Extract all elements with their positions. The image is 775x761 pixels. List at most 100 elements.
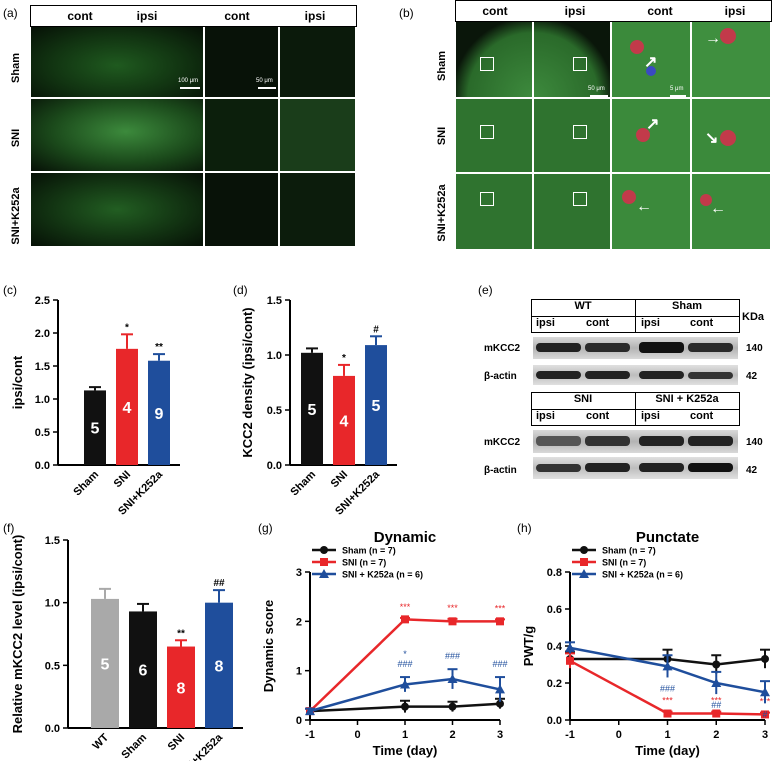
significance-mark: * <box>403 649 407 659</box>
wb-lane-label: cont <box>586 410 610 422</box>
legend-label: Sham (n = 7) <box>602 546 656 556</box>
significance-mark: ** <box>155 342 163 353</box>
bar <box>333 375 355 465</box>
panel-label-d: (d) <box>233 283 248 297</box>
y-tick-label: 2.5 <box>35 295 50 307</box>
panel-b-header-cont-2: cont <box>647 4 673 18</box>
roi-box <box>573 125 587 139</box>
micrograph-b-sham-cont-zoom <box>612 22 690 97</box>
panel-label-c: (c) <box>3 283 17 297</box>
y-tick-label: 0.0 <box>547 715 562 727</box>
x-tick-label: 0 <box>616 729 622 741</box>
roi-box <box>573 192 587 206</box>
wb-band-actin: β-actin <box>484 465 517 476</box>
bar <box>148 360 170 465</box>
panel-b-header-box <box>455 0 772 22</box>
n-label: 5 <box>308 402 317 419</box>
micrograph-b-sni-cont-zoom <box>612 99 690 172</box>
bar <box>91 598 119 728</box>
x-tick-label: 0 <box>354 729 360 741</box>
bar <box>116 348 138 465</box>
x-axis-label: Time (day) <box>635 743 700 758</box>
scale-bar-a-high-label: 50 μm <box>256 78 273 84</box>
significance-mark: ### <box>445 651 460 661</box>
cell-marker <box>720 130 736 146</box>
panel-a-row-sham: Sham <box>10 53 22 83</box>
n-label: 4 <box>340 413 349 430</box>
y-tick-label: 2.0 <box>35 328 50 340</box>
arrow-icon: ← <box>636 198 652 215</box>
y-tick-label: 0.4 <box>547 641 563 653</box>
n-label: 8 <box>177 680 186 697</box>
panel-a-row-k252a: SNI+K252a <box>10 187 22 245</box>
wb-lane-label: ipsi <box>641 410 660 422</box>
x-axis-label: Time (day) <box>373 743 438 758</box>
wb-lane-label: cont <box>690 317 714 329</box>
micrograph-b-k252a-ipsi <box>534 174 610 249</box>
wb-group-k252a: SNI + K252a <box>655 393 719 405</box>
data-point <box>496 617 504 626</box>
significance-mark: *** <box>495 603 506 613</box>
category-label: SNI+K252a <box>176 731 226 761</box>
x-tick-label: 3 <box>762 729 768 741</box>
series-line <box>570 657 766 666</box>
wb-lane-label: cont <box>690 410 714 422</box>
wb-kda-42: 42 <box>746 371 758 382</box>
y-axis-label: KCC2 density (ipsi/cont) <box>240 307 255 457</box>
panel-a-header-ipsi: ipsi <box>136 9 158 23</box>
panel-b-header-ipsi: ipsi <box>564 4 586 18</box>
significance-mark: ## <box>711 700 721 710</box>
wb-kda-140: 140 <box>746 437 763 448</box>
legend-label: Sham (n = 7) <box>342 546 396 556</box>
series-line <box>309 618 500 713</box>
series-line <box>569 646 766 694</box>
bar <box>205 602 233 728</box>
wb-strip-mkcc2-bottom <box>533 430 738 453</box>
scale-bar-a-low-label: 100 μm <box>178 78 199 84</box>
bar <box>84 390 106 465</box>
data-point <box>712 709 721 718</box>
wb-band-mkcc2: mKCC2 <box>484 437 521 448</box>
legend-label: SNI (n = 7) <box>602 558 646 568</box>
significance-mark: ### <box>660 683 675 693</box>
n-label: 9 <box>155 406 164 423</box>
wb-strip-actin-bottom <box>533 457 738 479</box>
scale-bar-b-low-label: 50 μm <box>588 86 605 92</box>
scale-bar-b-low <box>590 95 608 97</box>
data-point <box>400 679 410 689</box>
x-tick-label: -1 <box>565 729 575 741</box>
chart-title: Punctate <box>636 529 699 546</box>
significance-mark: *** <box>447 603 458 613</box>
y-tick-label: 0.8 <box>547 567 562 579</box>
x-tick-label: -1 <box>305 729 315 741</box>
panel-b-row-k252a: SNI+K252a <box>436 184 448 242</box>
y-tick-label: 0.5 <box>35 427 50 439</box>
panel-label-f: (f) <box>3 521 15 535</box>
data-point <box>401 702 409 711</box>
cell-marker <box>720 28 736 44</box>
x-tick-label: 1 <box>664 729 670 741</box>
data-point <box>761 654 769 663</box>
data-point <box>712 660 721 669</box>
scale-bar-b-high <box>670 95 686 97</box>
y-tick-label: 0 <box>296 715 302 727</box>
wb-strip-actin-top <box>533 365 738 385</box>
data-point <box>662 661 673 671</box>
y-tick-label: 0.0 <box>35 460 50 472</box>
chart-f: 0.0 0.5 1.0 1.5 Relative mKCC2 level (ipsi/c… <box>10 535 243 761</box>
scale-bar-b-high-label: 5 μm <box>670 86 684 92</box>
data-point <box>319 569 329 578</box>
series-line <box>569 659 766 716</box>
data-point <box>663 709 672 718</box>
legend-label: SNI + K252a (n = 6) <box>342 570 423 580</box>
y-tick-label: 0.0 <box>45 723 60 735</box>
micrograph-a-sni-cont <box>205 99 278 171</box>
n-label: 6 <box>139 663 148 680</box>
wb-kda-label: KDa <box>742 311 765 323</box>
data-point <box>761 710 769 719</box>
bar <box>301 352 323 465</box>
scale-bar-a-high <box>258 87 276 89</box>
y-tick-label: 0.0 <box>267 460 282 472</box>
wb-lane-label: cont <box>586 317 610 329</box>
panel-a-header-box <box>30 5 357 27</box>
